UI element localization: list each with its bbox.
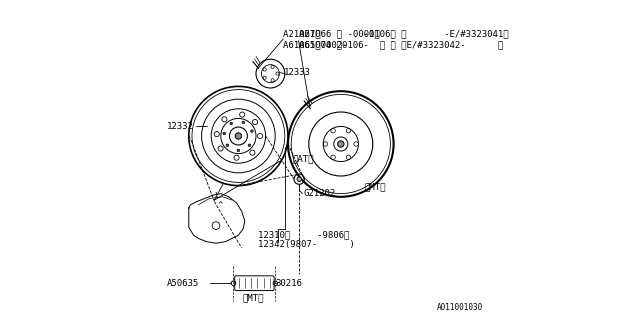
Circle shape: [223, 132, 225, 135]
Text: 〈MT〉: 〈MT〉: [243, 294, 264, 303]
Text: A61065〈0002-      〉: A61065〈0002- 〉: [283, 40, 385, 49]
Circle shape: [297, 177, 301, 181]
Text: 〈MT〉: 〈MT〉: [365, 183, 387, 192]
Text: 12332: 12332: [166, 122, 193, 131]
Text: G21202: G21202: [303, 189, 335, 198]
Text: 12342(9807-      ): 12342(9807- ): [258, 240, 355, 249]
Circle shape: [236, 133, 242, 139]
Circle shape: [251, 130, 253, 132]
Text: 12333: 12333: [284, 68, 310, 77]
Text: A011001030: A011001030: [437, 303, 483, 312]
Text: 30216: 30216: [276, 279, 303, 288]
Text: A21067〈     -0001〉: A21067〈 -0001〉: [283, 29, 380, 38]
Text: A21066 〈    -0106〉 〈       -E/#3323041〉: A21066 〈 -0106〉 〈 -E/#3323041〉: [300, 29, 509, 38]
Circle shape: [338, 141, 344, 147]
Circle shape: [248, 144, 251, 147]
Text: 〈AT〉: 〈AT〉: [292, 154, 314, 163]
Text: 12310〈     -9806〉: 12310〈 -9806〉: [258, 231, 349, 240]
Text: A61074 〈0106-    〉 〈E/#3323042-      〉: A61074 〈0106- 〉 〈E/#3323042- 〉: [300, 40, 504, 49]
Text: A50635: A50635: [166, 279, 198, 288]
Circle shape: [237, 149, 240, 152]
Circle shape: [242, 121, 244, 124]
Circle shape: [230, 122, 232, 125]
Circle shape: [226, 144, 228, 147]
